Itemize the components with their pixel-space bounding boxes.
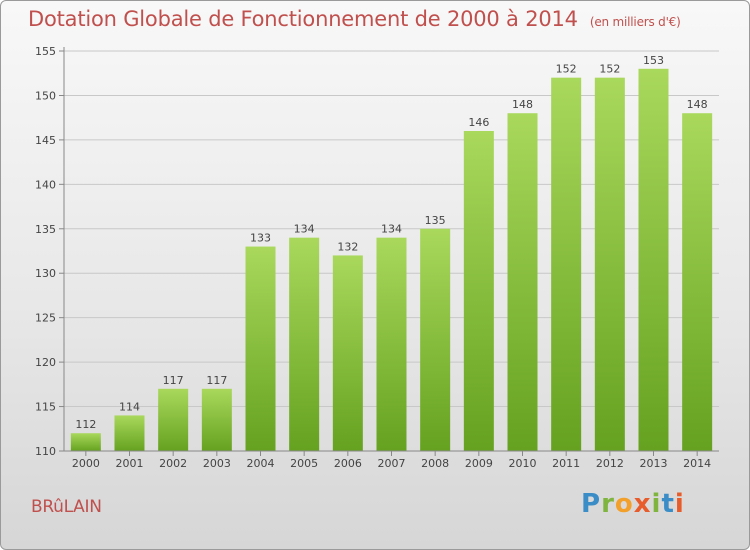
- chart-title: Dotation Globale de Fonctionnement de 20…: [28, 7, 681, 31]
- y-tick-label: 110: [35, 445, 56, 458]
- y-tick-label: 135: [35, 223, 56, 236]
- commune-name: BRûLAIN: [31, 497, 102, 517]
- x-tick-label: 2006: [334, 457, 362, 470]
- y-tick-label: 115: [35, 401, 56, 414]
- data-label: 153: [643, 54, 664, 67]
- y-tick-label: 150: [35, 89, 56, 102]
- y-tick-label: 125: [35, 312, 56, 325]
- y-tick-label: 120: [35, 356, 56, 369]
- x-tick-label: 2008: [421, 457, 449, 470]
- x-tick-label: 2012: [596, 457, 624, 470]
- proxiti-logo: Proxiti: [581, 489, 685, 519]
- x-tick-label: 2002: [159, 457, 187, 470]
- bar: [551, 77, 582, 452]
- bar: [682, 113, 713, 451]
- x-tick-label: 2004: [247, 457, 275, 470]
- bar: [594, 77, 625, 452]
- bar: [114, 415, 145, 451]
- x-tick-label: 2013: [640, 457, 668, 470]
- data-label: 152: [556, 63, 577, 76]
- data-label: 146: [468, 116, 489, 129]
- x-tick-label: 2000: [72, 457, 100, 470]
- chart-title-text: Dotation Globale de Fonctionnement de 20…: [28, 7, 578, 31]
- y-tick-label: 140: [35, 178, 56, 191]
- x-tick-label: 2009: [465, 457, 493, 470]
- data-label: 134: [294, 223, 315, 236]
- bar: [332, 255, 363, 451]
- x-tick-label: 2003: [203, 457, 231, 470]
- bar: [420, 228, 451, 451]
- bar: [507, 113, 538, 451]
- data-label: 117: [163, 374, 184, 387]
- bars: 112 114 117 117 133 134 132 134 135 146 148 152 152 1…: [70, 54, 713, 452]
- x-tick-label: 2014: [683, 457, 711, 470]
- bar: [638, 68, 669, 452]
- y-tick-label: 130: [35, 267, 56, 280]
- x-tick-label: 2007: [378, 457, 406, 470]
- data-label: 148: [687, 98, 708, 111]
- bar: [70, 433, 101, 451]
- data-label: 135: [425, 214, 446, 227]
- bar: [289, 237, 320, 451]
- x-tick-label: 2001: [116, 457, 144, 470]
- bar: [158, 388, 189, 451]
- data-label: 148: [512, 98, 533, 111]
- axes: 110 115 120 125 130 135 140 145 150 155 2000 2001 20…: [35, 45, 719, 470]
- x-tick-label: 2010: [509, 457, 537, 470]
- chart-subtitle: (en milliers d'€): [589, 15, 681, 29]
- data-label: 112: [75, 418, 96, 431]
- bar: [376, 237, 407, 451]
- bar: [201, 388, 232, 451]
- y-tick-label: 155: [35, 45, 56, 58]
- data-label: 114: [119, 400, 140, 413]
- data-label: 134: [381, 223, 402, 236]
- y-tick-label: 145: [35, 134, 56, 147]
- data-label: 152: [599, 63, 620, 76]
- data-label: 133: [250, 232, 271, 245]
- data-label: 117: [206, 374, 227, 387]
- x-tick-label: 2011: [552, 457, 580, 470]
- bar: [463, 131, 494, 451]
- data-label: 132: [337, 240, 358, 253]
- bar: [245, 246, 276, 451]
- x-tick-label: 2005: [290, 457, 318, 470]
